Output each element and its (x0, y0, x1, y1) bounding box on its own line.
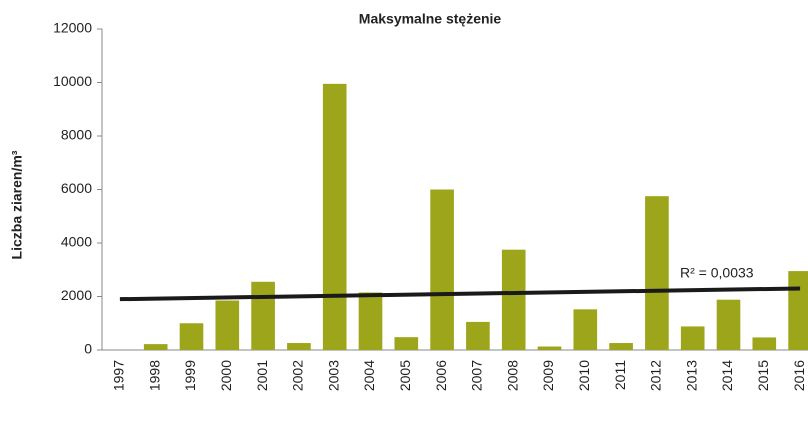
bar (179, 323, 204, 350)
bar (358, 292, 383, 350)
x-tick-label: 2000 (218, 360, 234, 391)
x-tick-label: 2004 (361, 360, 377, 391)
x-tick-label: 2009 (540, 360, 556, 391)
x-tick-label: 2011 (612, 360, 628, 390)
x-tick-label: 2001 (254, 360, 270, 391)
x-tick-label: 1999 (182, 360, 198, 391)
x-tick-label: 2005 (397, 360, 413, 391)
bar (609, 343, 633, 350)
x-tick-label: 2012 (648, 360, 664, 391)
x-tick-label: 2007 (469, 360, 485, 391)
x-tick-label: 2010 (576, 360, 592, 391)
x-tick-label: 2006 (433, 360, 449, 391)
y-tick-label: 0 (84, 341, 92, 357)
bar (501, 249, 526, 350)
bar (287, 343, 311, 350)
bar (645, 196, 669, 350)
bar (537, 346, 562, 350)
bar (788, 271, 808, 350)
x-tick-label: 2014 (719, 360, 735, 391)
bar (716, 299, 741, 350)
x-tick-label: 2016 (791, 360, 807, 391)
trend-line (119, 286, 801, 302)
bar (752, 337, 777, 350)
x-tick-label: 2002 (290, 360, 306, 391)
bar (466, 321, 490, 350)
x-tick-label: 2008 (504, 360, 520, 391)
chart-title: Maksymalne stężenie (359, 11, 502, 27)
y-tick-label: 6000 (61, 180, 92, 196)
annotation: R² = 0,0033 (680, 265, 754, 281)
x-tick-label: 2015 (755, 360, 771, 391)
x-tick-label: 1998 (146, 360, 162, 391)
bar (322, 83, 347, 351)
y-tick-label: 12000 (53, 20, 92, 36)
y-tick-label: 8000 (61, 127, 92, 143)
x-tick-label: 1997 (111, 360, 127, 391)
y-tick-label: 4000 (61, 234, 92, 250)
bar (430, 189, 454, 350)
bar (143, 344, 168, 350)
y-axis-label: Liczba ziaren/m³ (9, 150, 25, 259)
y-tick-label: 2000 (61, 287, 92, 303)
bar (573, 309, 598, 350)
x-tick-label: 2013 (683, 360, 699, 391)
bar (394, 337, 419, 350)
bar (215, 300, 240, 350)
x-tick-label: 2003 (325, 360, 341, 391)
bar (251, 281, 275, 350)
y-tick-label: 10000 (53, 73, 92, 89)
bar (680, 326, 705, 350)
